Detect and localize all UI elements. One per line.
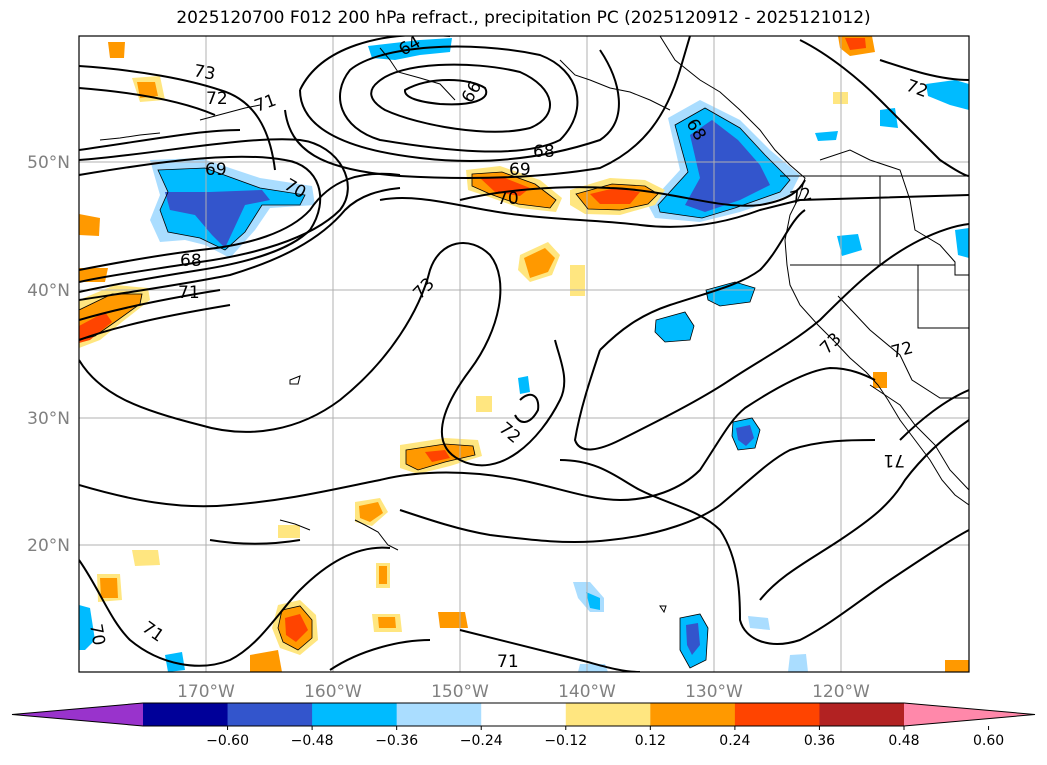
colorbar-segment [650, 703, 736, 726]
anomaly-neg [685, 120, 770, 212]
contour-label: 69 [509, 160, 531, 180]
colorbar-tick-label: −0.60 [206, 733, 249, 749]
latitude-labels: 50°N 40°N 30°N 20°N [27, 153, 70, 556]
lon-label: 130°W [685, 682, 743, 702]
colorbar-segment [312, 703, 398, 726]
anomaly-pos [476, 396, 492, 412]
lon-label: 120°W [812, 682, 870, 702]
anomaly-neg [655, 312, 694, 342]
anomaly-outlines [79, 107, 791, 669]
lon-label: 150°W [431, 682, 489, 702]
anomaly-neg [736, 425, 754, 446]
anomaly-neg [926, 80, 969, 110]
colorbar-extend-low [12, 703, 143, 726]
anomaly-neg [880, 108, 898, 128]
anomaly-pos [378, 617, 396, 628]
lon-label: 170°W [177, 682, 235, 702]
anomaly-pos [425, 450, 450, 462]
map-area: 73 72 71 64 66 69 70 68 68 71 73 69 68 7… [79, 36, 969, 672]
anomaly-pos [590, 188, 640, 204]
anomaly-pos [100, 578, 118, 598]
graticule [79, 36, 969, 672]
contour-label: 70 [497, 189, 519, 209]
anomaly-pos [79, 312, 112, 343]
colorbar-tick-label: 0.48 [888, 733, 919, 749]
anomaly-pos [945, 660, 969, 672]
colorbar-segment [227, 703, 313, 726]
anomaly-pos [873, 372, 887, 388]
map-title: 2025120700 F012 200 hPa refract., precip… [176, 8, 871, 28]
anomaly-pos [480, 178, 530, 196]
lon-label: 140°W [558, 682, 616, 702]
colorbar-tick-label: 0.12 [635, 733, 666, 749]
colorbar-tick-label: 0.24 [719, 733, 750, 749]
colorbar-tick-label: −0.48 [291, 733, 334, 749]
colorbar-tick-label: 0.36 [804, 733, 835, 749]
anomaly-neg [837, 234, 862, 256]
anomaly-pos [845, 38, 866, 50]
contour-label: 69 [205, 160, 227, 180]
coastlines [99, 36, 969, 614]
contour-label: 72 [206, 89, 228, 109]
contour-label: 68 [533, 142, 555, 162]
anomaly-pos [359, 502, 383, 522]
colorbar-segment [481, 703, 567, 726]
colorbar: −0.60 −0.48 −0.36 −0.24 −0.12 0.12 0.24 0.36 0.4… [11, 702, 1036, 749]
colorbar-segment [143, 703, 229, 726]
longitude-labels: 170°W 160°W 150°W 140°W 130°W 120°W [177, 682, 870, 702]
contour-66 [404, 79, 488, 106]
contour-label: 70 [85, 622, 108, 647]
anomaly-neg [706, 282, 755, 306]
anomaly-neg [686, 623, 700, 655]
anomaly-pos [570, 265, 585, 296]
contour-label: 71 [883, 450, 905, 470]
lon-label: 160°W [304, 682, 362, 702]
anomaly-neg [788, 654, 808, 672]
anomaly-pos [108, 42, 125, 58]
colorbar-segment [734, 703, 820, 726]
colorbar-segment [396, 703, 482, 726]
anomaly-pos [524, 248, 555, 278]
colorbar-outline [11, 702, 1036, 727]
anomaly-neg [586, 592, 600, 610]
anomaly-pos [79, 214, 100, 236]
anomaly-pos [278, 525, 300, 538]
contour-label: 71 [178, 283, 200, 303]
anomaly-neg [748, 616, 770, 630]
shaded-anomalies [79, 36, 969, 672]
colorbar-extend-high [904, 703, 1035, 726]
anomaly-neg [165, 190, 270, 248]
colorbar-tick-label: −0.12 [544, 733, 587, 749]
anomaly-pos [137, 82, 158, 98]
anomaly-pos [132, 550, 160, 566]
anomaly-neg [518, 376, 530, 394]
refractivity-contours [79, 36, 969, 672]
anomaly-pos [438, 612, 468, 628]
colorbar-tick-label: −0.24 [460, 733, 503, 749]
contour-65 [370, 63, 551, 133]
anomaly-neg [79, 605, 95, 650]
anomaly-pos [285, 614, 308, 642]
anomaly-pos [379, 566, 387, 584]
lat-label: 40°N [27, 281, 70, 301]
map-frame [78, 35, 970, 673]
contour-label: 71 [497, 652, 519, 672]
contour-label: 68 [180, 251, 202, 271]
anomaly-neg [815, 131, 838, 141]
lat-label: 30°N [27, 409, 70, 429]
lat-label: 20°N [27, 536, 70, 556]
lat-label: 50°N [27, 153, 70, 173]
colorbar-tick-label: −0.36 [375, 733, 418, 749]
colorbar-tick-label: 0.60 [973, 733, 1004, 749]
contour-label: 73 [192, 61, 217, 84]
colorbar-segment [819, 703, 905, 726]
anomaly-pos [250, 650, 282, 672]
colorbar-segment [565, 703, 651, 726]
anomaly-neg [955, 228, 969, 258]
